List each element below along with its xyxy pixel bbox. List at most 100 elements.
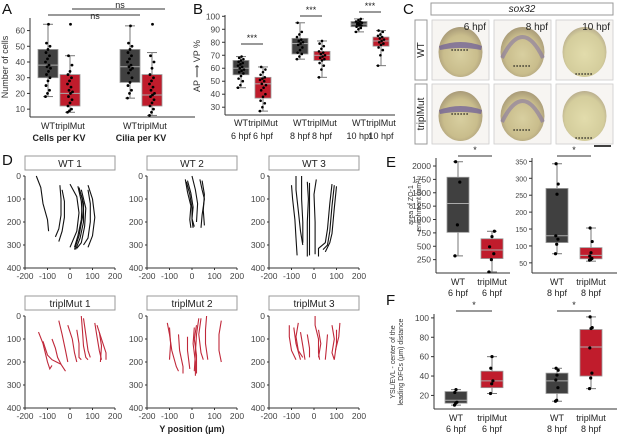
data-point	[44, 84, 48, 87]
data-point	[554, 234, 558, 238]
row-label: WT	[416, 42, 427, 58]
data-point	[301, 40, 305, 44]
stain	[500, 99, 545, 123]
data-point	[356, 21, 360, 25]
y-tick-label: 0	[16, 171, 21, 181]
box-rect	[446, 176, 470, 233]
y-tick-label: 60	[420, 352, 430, 362]
cell-track	[301, 176, 304, 243]
cell-track	[299, 332, 306, 360]
box-triplmut-6hpf	[254, 65, 272, 113]
data-point	[378, 37, 382, 40]
data-point	[259, 73, 262, 77]
x-tick-label: 200	[108, 411, 122, 421]
significance-label: *	[572, 300, 576, 310]
data-point	[70, 76, 73, 80]
facet-header	[24, 295, 116, 311]
data-point	[490, 382, 494, 386]
data-point	[237, 77, 240, 80]
panel-label-b: B	[193, 1, 203, 18]
box-rect	[480, 370, 504, 389]
box-triplmut-6hpf	[480, 229, 504, 274]
cell-track	[288, 325, 297, 360]
facet-header	[268, 295, 360, 311]
y-tick-label: 300	[129, 240, 143, 250]
cell-track	[168, 327, 172, 360]
y-tick-label: 150	[515, 227, 527, 234]
box-wt-6hpf	[232, 55, 250, 90]
y-tick-label: 0	[138, 311, 143, 321]
y-tick-label: 350	[515, 159, 527, 166]
embryo-image	[555, 19, 614, 81]
x-tick-label: 100	[329, 411, 343, 421]
y-tick-label: 300	[515, 176, 527, 183]
category-label: triplMut	[137, 121, 167, 131]
y-axis-label: area of ZO-1	[408, 185, 415, 225]
data-point	[68, 101, 72, 105]
category-sublabel: 6 hpf	[482, 424, 503, 434]
data-point	[320, 39, 324, 43]
data-point	[380, 35, 384, 39]
significance-label: ***	[247, 33, 258, 43]
data-point	[45, 65, 49, 69]
row-label: triplMut	[416, 97, 427, 130]
y-tick-label: 200	[129, 357, 143, 367]
box-triplmut-8hpf	[579, 226, 603, 262]
box-triplmut	[141, 22, 163, 117]
facet-title: triplMut 1	[49, 299, 91, 310]
data-point	[127, 65, 131, 69]
data-point	[44, 60, 47, 64]
box-triplmut-8hpf	[313, 39, 331, 79]
data-point	[239, 83, 242, 87]
data-point	[259, 65, 263, 69]
category-label: triplMut	[366, 118, 396, 128]
data-point	[69, 85, 73, 89]
category-label: triplMut	[576, 277, 606, 287]
data-point	[491, 379, 495, 383]
data-point	[242, 57, 245, 61]
y-tick-label: 100	[415, 313, 429, 323]
panel-label-f: F	[386, 292, 395, 309]
cell-track	[96, 325, 107, 360]
data-point	[590, 325, 594, 330]
cell-track	[324, 186, 338, 253]
y-tick-label: 100	[129, 194, 143, 204]
data-point	[458, 180, 462, 184]
data-point	[590, 239, 594, 244]
data-point	[68, 70, 72, 73]
data-point	[261, 105, 264, 109]
row-header	[414, 19, 428, 81]
data-point	[555, 373, 559, 377]
gene-name: sox32	[509, 4, 536, 15]
cell-track	[54, 185, 62, 238]
data-point	[488, 245, 492, 249]
y-tick-label: 1750	[412, 174, 431, 184]
category-sublabel: 6 hpf	[446, 424, 467, 434]
x-tick-label: -100	[283, 411, 300, 421]
cell-track	[218, 320, 222, 363]
data-point	[382, 38, 386, 41]
data-point	[48, 54, 51, 58]
x-tick-label: 100	[85, 411, 99, 421]
data-point	[66, 110, 69, 114]
data-point	[47, 70, 50, 73]
cell-track	[186, 336, 191, 369]
facet-header	[146, 295, 238, 311]
data-point	[126, 96, 129, 100]
data-point	[320, 47, 323, 51]
y-tick-label: 100	[7, 334, 21, 344]
data-point	[318, 42, 321, 45]
data-point	[240, 69, 243, 73]
data-point	[130, 44, 134, 48]
data-point	[239, 63, 242, 66]
embryo-image	[555, 83, 614, 145]
y-tick-label: 250	[515, 193, 527, 200]
data-point	[67, 54, 70, 58]
data-point	[296, 21, 299, 25]
box-triplmut	[59, 22, 81, 114]
facet-wt-2: WT 2 0 100 200 300 400-200 -100 0 100 200	[129, 155, 244, 281]
y-tick-label: 100	[515, 244, 527, 251]
y-tick-label: 200	[251, 217, 265, 227]
y-axis-label: leading DFCs (μm) distance	[398, 318, 405, 405]
box-rect	[545, 188, 569, 243]
